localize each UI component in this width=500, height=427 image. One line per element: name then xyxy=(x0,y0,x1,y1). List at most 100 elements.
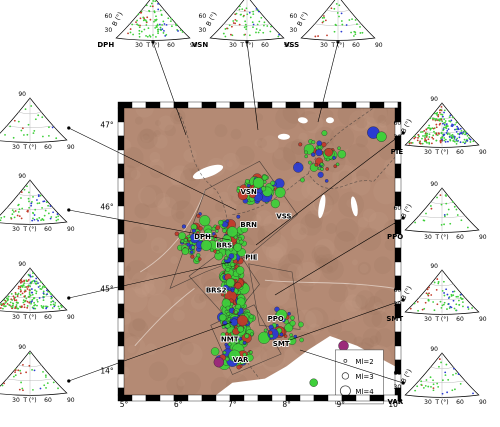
seismic-event xyxy=(215,250,220,254)
inset-data-point xyxy=(14,374,17,377)
frame-segment xyxy=(117,387,125,396)
terrain-shade xyxy=(357,216,369,228)
inset-data-point xyxy=(428,124,431,127)
terrain-shade xyxy=(164,184,191,211)
inset-data-point xyxy=(418,142,421,145)
inset-data-point xyxy=(472,392,474,395)
inset-data-point xyxy=(159,26,162,29)
tick-90-t: 90 xyxy=(479,399,487,406)
inset-data-point xyxy=(26,306,29,309)
inset-data-point xyxy=(277,35,280,38)
inset-data-point xyxy=(26,300,29,303)
inset-data-point xyxy=(432,134,435,137)
inset-data-point xyxy=(446,213,449,216)
inset-data-point xyxy=(447,128,450,131)
inset-data-point xyxy=(443,214,446,216)
inset-data-point xyxy=(45,201,48,204)
inset-data-point xyxy=(27,273,30,276)
inset-data-point xyxy=(334,23,337,26)
seismic-event xyxy=(376,131,387,142)
inset-data-point xyxy=(235,12,238,15)
inset-data-point xyxy=(34,118,37,121)
inset-data-point xyxy=(30,288,33,290)
frame-segment xyxy=(117,345,125,361)
seismic-event xyxy=(187,237,192,241)
inset-data-point xyxy=(453,307,456,310)
legend-symbol xyxy=(339,385,351,397)
terrain-shade xyxy=(327,319,343,335)
inset-data-point xyxy=(30,204,33,207)
inset-data-point xyxy=(258,20,261,23)
inset-data-point xyxy=(437,119,440,121)
inset-data-point xyxy=(28,206,31,209)
inset-data-point xyxy=(16,214,19,217)
inset-data-point xyxy=(138,26,141,29)
tick-90-t: 90 xyxy=(479,316,487,323)
inset-data-point xyxy=(46,289,48,292)
inset-data-point xyxy=(411,141,414,144)
terrain-shade xyxy=(359,263,369,274)
terrain-shade xyxy=(147,293,172,318)
inset-data-point xyxy=(420,131,422,134)
inset-data-point xyxy=(447,303,450,305)
inset-data-point xyxy=(28,293,31,295)
frame-segment xyxy=(394,177,402,193)
inset-data-point xyxy=(436,134,439,137)
inset-data-point xyxy=(433,130,435,133)
tick-30-b: 30 xyxy=(394,384,402,391)
terrain-shade xyxy=(285,176,311,202)
inset-data-point xyxy=(49,291,52,294)
inset-data-point xyxy=(169,20,172,23)
inset-data-point xyxy=(42,307,45,309)
inset-data-point xyxy=(167,17,170,20)
inset-data-point xyxy=(466,134,469,137)
terrain-shade xyxy=(145,343,157,355)
inset-data-point xyxy=(57,387,59,390)
inset-data-point xyxy=(17,302,19,304)
inset-data-point xyxy=(440,306,443,309)
inset-data-point xyxy=(437,132,440,135)
terrain-shade xyxy=(287,248,304,265)
terrain-shade xyxy=(141,135,150,143)
inset-data-point xyxy=(35,277,38,280)
inset-data-point xyxy=(153,20,155,23)
inset-data-point xyxy=(257,31,260,34)
terrain-shade xyxy=(149,158,165,174)
inset-data-point xyxy=(222,32,225,35)
inset-data-point xyxy=(23,306,26,309)
inset-data-point xyxy=(151,5,154,8)
inset-data-point xyxy=(439,111,441,114)
inset-data-point xyxy=(138,32,141,35)
inset-data-point xyxy=(42,200,45,203)
inset-data-point xyxy=(472,140,475,143)
seismic-event xyxy=(249,189,254,194)
lake xyxy=(325,117,334,124)
seismic-event xyxy=(238,236,242,241)
inset-data-point xyxy=(49,303,52,306)
inset-data-point xyxy=(33,130,36,132)
inset-data-point xyxy=(32,272,34,274)
inset-data-point xyxy=(330,7,333,10)
terrain-shade xyxy=(278,263,300,285)
tick-90-t: 90 xyxy=(67,314,75,321)
terrain-shade xyxy=(295,261,321,287)
tick-30-t: 30 xyxy=(12,144,20,151)
lon-tick-label: 10° xyxy=(388,400,402,409)
zone-outline xyxy=(169,160,298,289)
inset-data-point xyxy=(440,131,443,134)
terrain-shade xyxy=(253,268,273,288)
inset-data-point xyxy=(155,18,158,21)
inset-data-point xyxy=(433,281,436,284)
seismic-event xyxy=(261,174,268,181)
inset-data-point xyxy=(138,35,141,38)
frame-segment xyxy=(187,394,203,402)
inset-data-point xyxy=(51,300,54,303)
seismic-event xyxy=(178,232,187,240)
frame-segment xyxy=(117,205,125,221)
terrain-shade xyxy=(361,337,374,351)
seismic-event xyxy=(316,140,323,147)
